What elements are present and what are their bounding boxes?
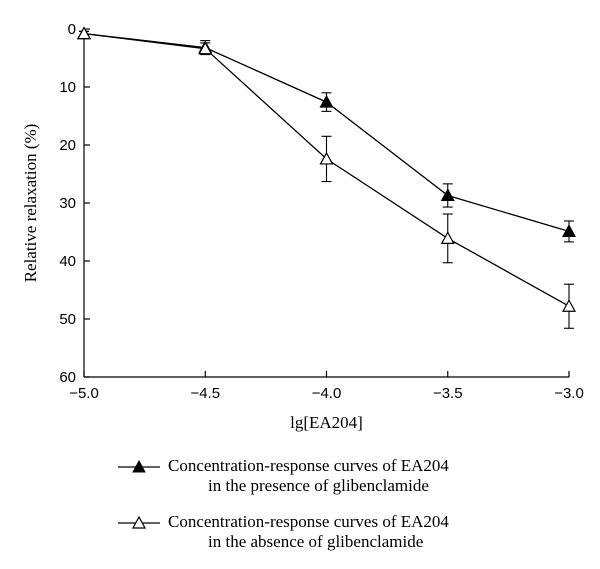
legend-swatch-absence [118, 515, 160, 529]
y-tick-label: 30 [59, 195, 76, 212]
filled-triangle-icon [132, 459, 146, 473]
legend-swatch-presence [118, 459, 160, 473]
data-point [440, 231, 455, 244]
y-axis-title: Relative relaxation (%) [21, 124, 40, 283]
y-tick-label: 50 [59, 311, 76, 328]
y-tick-label: 20 [59, 137, 76, 154]
legend: Concentration-response curves of EA204 i… [118, 456, 578, 568]
legend-label-absence-line1: Concentration-response curves of EA204 [168, 512, 449, 531]
y-ticks: 0 10 20 30 40 50 60 [59, 21, 90, 386]
open-triangle-icon [131, 515, 147, 529]
data-point [561, 224, 577, 238]
legend-label-presence-line2: in the presence of glibenclamide [208, 476, 429, 495]
data-point [76, 26, 92, 40]
data-point [319, 94, 334, 108]
x-tick-label: −3.5 [433, 385, 463, 402]
x-tick-label: −4.0 [312, 385, 342, 402]
legend-label-absence-line2: in the absence of glibenclamide [208, 532, 424, 551]
series-0 [76, 26, 577, 243]
data-point [440, 188, 455, 202]
y-tick-label: 10 [59, 79, 76, 96]
legend-item-absence: Concentration-response curves of EA204 i… [118, 512, 578, 568]
legend-item-presence: Concentration-response curves of EA204 i… [118, 456, 578, 512]
axes [83, 29, 569, 378]
data-point [319, 151, 334, 165]
x-tick-label: −4.5 [190, 385, 220, 402]
series-layer [76, 26, 577, 329]
series-1 [76, 26, 577, 329]
x-tick-label: −3.0 [554, 385, 584, 402]
data-point [561, 298, 577, 312]
data-point [198, 41, 213, 55]
y-tick-label: 0 [68, 21, 76, 38]
series-line [83, 32, 570, 233]
y-tick-label: 60 [59, 369, 76, 386]
x-axis-title: lg[EA204] [290, 413, 363, 432]
x-ticks: −5.0 −4.5 −4.0 −3.5 −3.0 [69, 371, 584, 402]
y-tick-label: 40 [59, 253, 76, 270]
x-tick-label: −5.0 [69, 385, 99, 402]
legend-label-presence-line1: Concentration-response curves of EA204 [168, 456, 449, 475]
